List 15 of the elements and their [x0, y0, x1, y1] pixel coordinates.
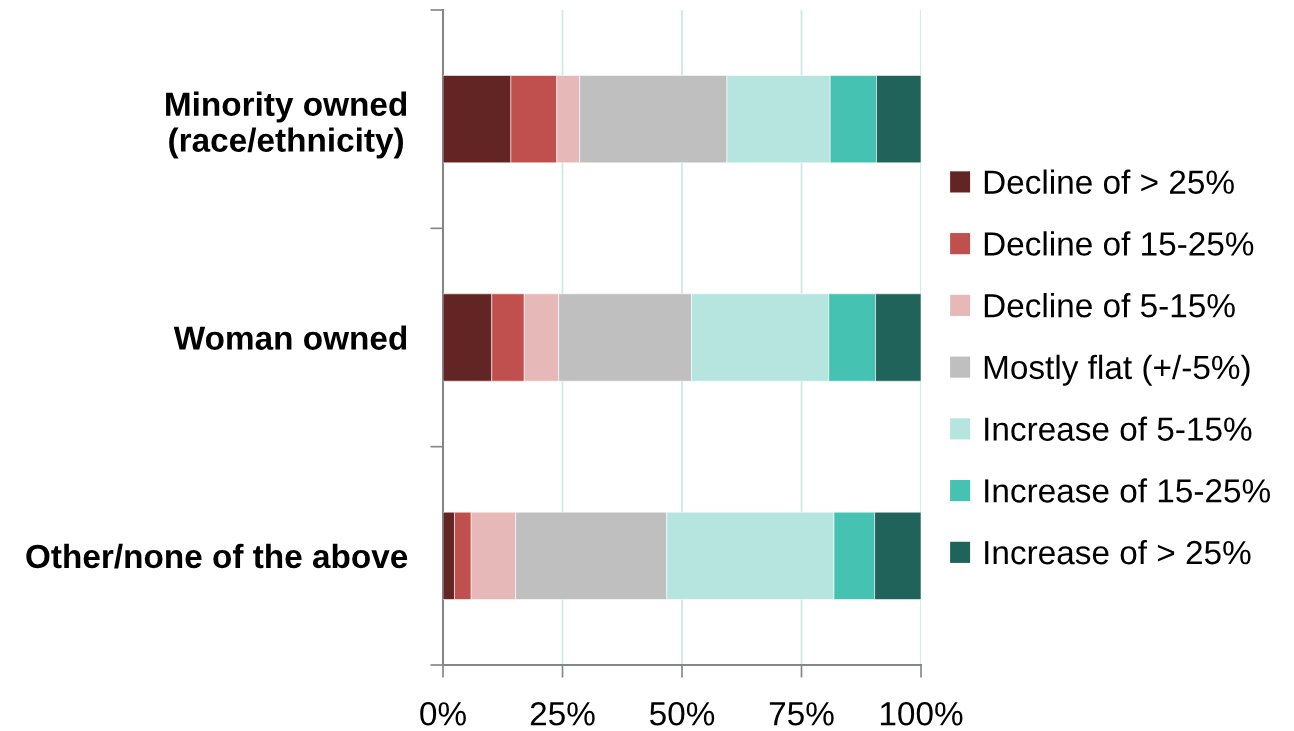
legend-label: Increase of 5-15% — [985, 416, 1252, 441]
legend-label: Decline of > 25% — [984, 169, 1234, 194]
x-tick-label: 25% — [530, 701, 595, 726]
legend-label: Decline of 5-15% — [984, 292, 1235, 318]
legend-label: Increase of > 25% — [985, 539, 1251, 565]
x-tick-label: 0% — [420, 701, 466, 726]
legend-label: Decline of 15-25% — [984, 231, 1254, 256]
x-tick-label: 50% — [649, 701, 715, 726]
y-tick-label: Other/none of the above — [26, 543, 408, 569]
legend-label: Mostly flat (+/-5%) — [984, 354, 1250, 386]
x-tick-label: 75% — [769, 702, 834, 726]
x-tick-label: 100% — [880, 701, 963, 726]
legend-label: Increase of 15-25% — [985, 478, 1270, 503]
y-tick-label: Woman owned — [173, 325, 407, 350]
y-tick-label: Minority owned (race/ethnicity) — [166, 91, 407, 159]
